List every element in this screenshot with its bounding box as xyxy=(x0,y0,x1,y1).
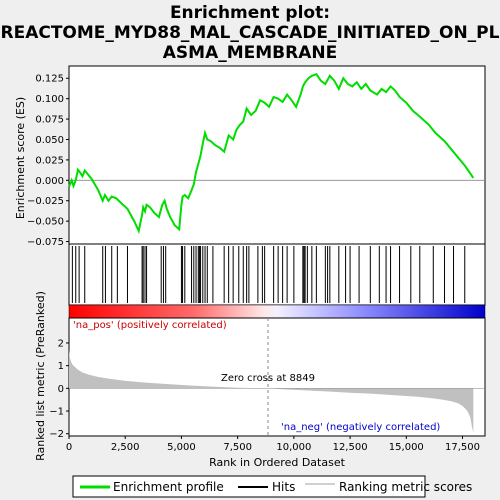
x-tick-label: 15,000 xyxy=(389,442,424,453)
hits-panel-frame xyxy=(68,243,486,306)
es-y-tick-label: 0.025 xyxy=(35,155,64,166)
hits-panel xyxy=(68,243,486,306)
rank-y-axis-label: Ranked list metric (PreRanked) xyxy=(34,291,47,461)
rank-y-tick-label: 1 xyxy=(58,361,64,372)
es-y-axis-label: Enrichment score (ES) xyxy=(14,97,27,219)
x-tick-label: 2,500 xyxy=(111,442,140,453)
hit-markers xyxy=(71,246,466,303)
rank-y-ticks: −2 −1 0 1 2 xyxy=(49,338,69,440)
rank-panel: −2 −1 0 1 2 'na_pos' (positively correlated)… xyxy=(34,291,486,461)
es-y-tick-label: −0.050 xyxy=(27,217,64,228)
rank-y-tick-label: 2 xyxy=(58,338,64,349)
title-line-3: ASMA_MEMBRANE xyxy=(163,43,337,63)
x-tick-label: 12,500 xyxy=(333,442,368,453)
ranking-metric-area xyxy=(69,349,474,433)
x-tick-label: 0 xyxy=(66,442,72,453)
chart-title: Enrichment plot: REACTOME_MYD88_MAL_CASC… xyxy=(1,3,500,63)
es-y-tick-label: 0.000 xyxy=(35,176,64,187)
legend: Enrichment profile Hits Ranking metric s… xyxy=(72,475,472,498)
pos-label: 'na_pos' (positively correlated) xyxy=(73,320,227,331)
es-y-tick-label: 0.075 xyxy=(35,115,64,126)
x-tick-label: 5,000 xyxy=(167,442,196,453)
es-panel: −0.075 −0.050 −0.025 0.000 0.025 0.050 0.075 0.… xyxy=(14,65,486,248)
es-y-tick-label: 0.100 xyxy=(35,94,64,105)
legend-metric-label: Ranking metric scores xyxy=(339,480,472,494)
ranking-heat-bar xyxy=(68,304,486,319)
es-y-tick-label: −0.025 xyxy=(27,196,64,207)
x-axis-ticks: 0 2,500 5,000 7,500 10,000 12,500 15,000 17,500 xyxy=(66,436,480,453)
es-panel-frame xyxy=(68,65,486,245)
zero-cross-label: Zero cross at 8849 xyxy=(221,373,315,384)
legend-hits-label: Hits xyxy=(272,480,295,494)
title-line-1: Enrichment plot: xyxy=(170,3,330,23)
enrichment-profile-line xyxy=(68,72,475,235)
rank-y-tick-label: 0 xyxy=(58,384,64,395)
rank-y-tick-label: −2 xyxy=(49,429,64,440)
x-tick-label: 17,500 xyxy=(445,442,480,453)
rank-y-tick-label: −1 xyxy=(49,407,64,418)
x-tick-label: 10,000 xyxy=(276,442,311,453)
legend-enrichment-label: Enrichment profile xyxy=(113,480,224,494)
es-y-ticks: −0.075 −0.050 −0.025 0.000 0.025 0.050 0.075 0.… xyxy=(27,74,69,248)
x-tick-label: 7,500 xyxy=(223,442,252,453)
es-y-tick-label: −0.075 xyxy=(27,237,64,248)
es-y-tick-label: 0.050 xyxy=(35,135,64,146)
neg-label: 'na_neg' (negatively correlated) xyxy=(281,422,440,433)
es-y-tick-label: 0.125 xyxy=(35,74,64,85)
rank-panel-frame xyxy=(68,317,486,437)
x-axis-label: Rank in Ordered Dataset xyxy=(209,456,346,469)
title-line-2: REACTOME_MYD88_MAL_CASCADE_INITIATED_ON_… xyxy=(1,23,500,43)
